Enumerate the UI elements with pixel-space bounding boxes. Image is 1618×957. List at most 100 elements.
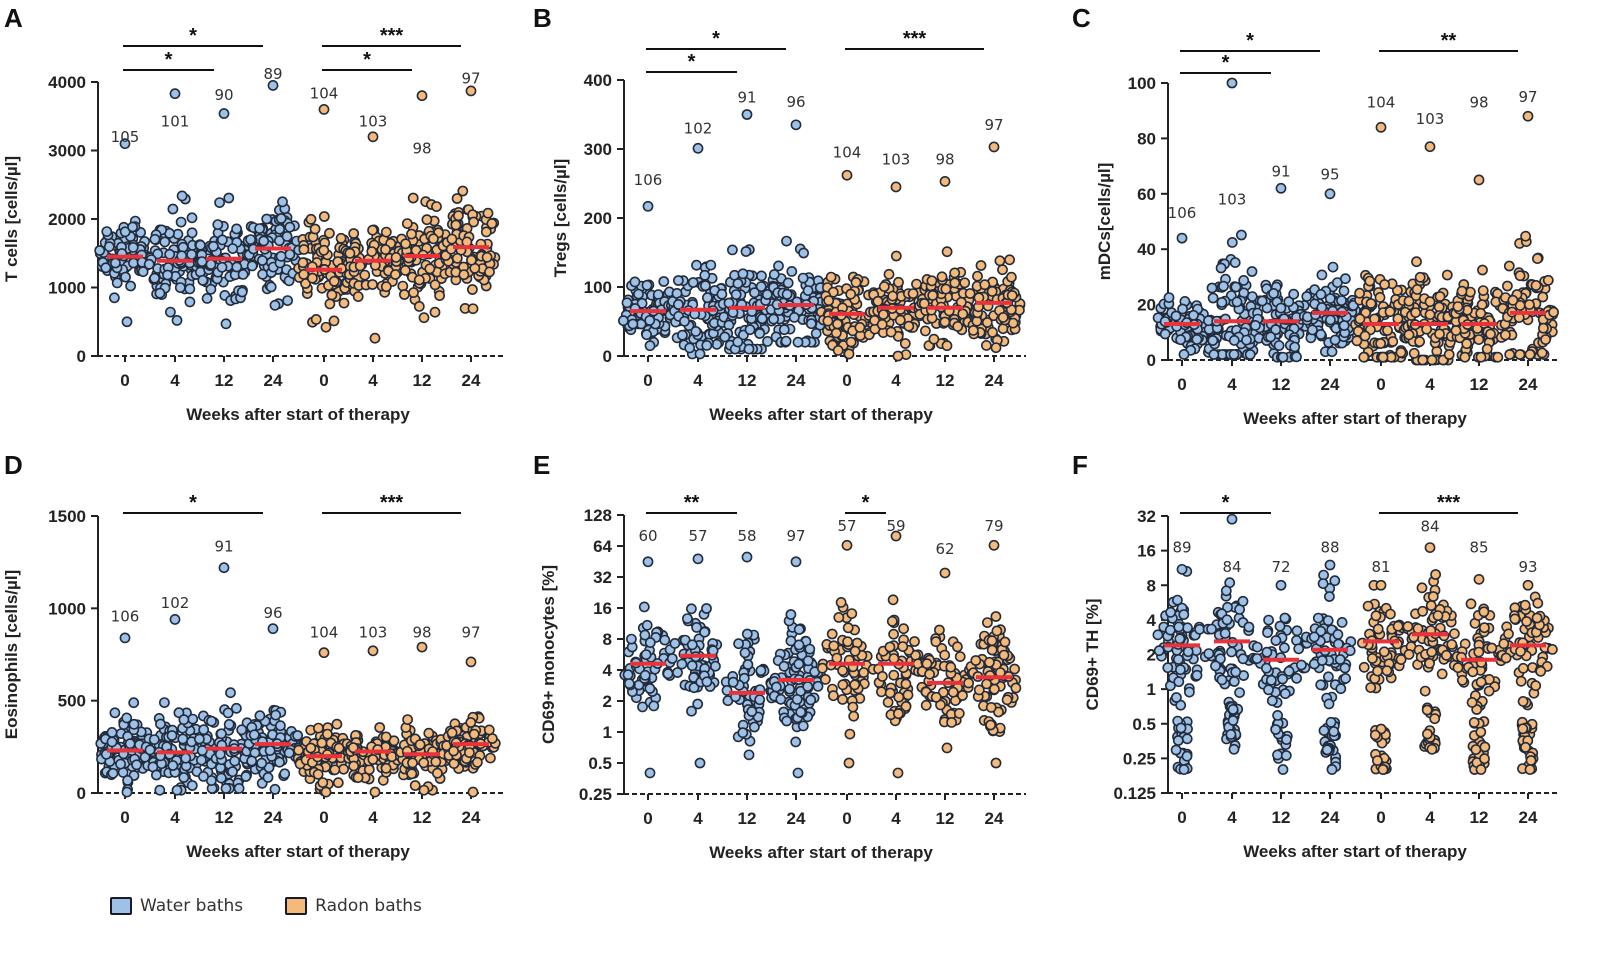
- data-point: [1006, 290, 1018, 301]
- y-tick-label: 2: [603, 692, 612, 711]
- series-radon-week-12: [1448, 174, 1509, 363]
- data-point: [1457, 674, 1468, 686]
- data-point-max: [1176, 232, 1188, 244]
- data-point: [264, 745, 276, 756]
- data-point: [954, 651, 966, 662]
- n-label: 102: [684, 119, 713, 137]
- x-axis-title: Weeks after start of therapy: [1243, 409, 1467, 428]
- data-point: [309, 223, 321, 235]
- data-point: [1006, 271, 1017, 283]
- y-axis-title: CD69+ TH [%]: [1083, 599, 1102, 711]
- series-radon-week-24: [963, 539, 1022, 769]
- data-point: [352, 772, 364, 783]
- data-point: [184, 296, 196, 308]
- data-point: [424, 263, 436, 275]
- data-point: [198, 724, 210, 736]
- data-point: [481, 251, 493, 263]
- data-point: [240, 771, 252, 782]
- data-point: [1177, 303, 1188, 315]
- n-label: 98: [412, 623, 431, 641]
- data-point: [754, 694, 766, 706]
- data-point: [882, 696, 894, 708]
- data-point: [982, 617, 993, 628]
- series-radon-week-0: [817, 539, 873, 769]
- data-point: [1517, 723, 1529, 735]
- data-point: [907, 288, 919, 299]
- y-tick-label: 100: [1128, 74, 1156, 93]
- x-axis-title: Weeks after start of therapy: [186, 842, 410, 861]
- data-point: [480, 226, 492, 238]
- data-point: [256, 255, 268, 266]
- data-point: [1283, 296, 1295, 308]
- x-tick-label: 24: [264, 808, 283, 827]
- data-point: [1280, 750, 1292, 761]
- data-point: [248, 729, 260, 741]
- data-point: [1485, 328, 1496, 340]
- data-point-min: [1228, 743, 1240, 755]
- data-point: [883, 268, 895, 280]
- data-point-max: [218, 562, 230, 574]
- data-point: [1206, 282, 1218, 294]
- data-point: [761, 289, 773, 300]
- x-tick-label: 24: [985, 809, 1004, 828]
- data-point: [483, 724, 495, 736]
- data-point: [1263, 684, 1274, 696]
- data-point: [939, 649, 951, 661]
- n-label: 72: [1271, 558, 1290, 576]
- data-point: [705, 259, 717, 271]
- data-point: [148, 734, 160, 745]
- data-point: [158, 697, 170, 708]
- n-label: 60: [638, 527, 657, 545]
- data-point: [1354, 287, 1365, 299]
- data-point-min: [892, 350, 904, 362]
- data-point: [1473, 646, 1485, 658]
- data-point: [1340, 273, 1351, 285]
- data-point: [174, 282, 186, 293]
- data-point: [909, 636, 920, 647]
- n-label: 104: [1367, 93, 1396, 111]
- data-point: [277, 196, 288, 208]
- x-tick-label: 24: [462, 808, 481, 827]
- series-radon-week-24: [440, 85, 501, 315]
- data-point: [997, 311, 1009, 323]
- significance-label: ***: [903, 28, 927, 50]
- data-point: [227, 766, 238, 778]
- data-point-max: [692, 553, 704, 565]
- data-point: [1498, 638, 1510, 650]
- data-point: [1384, 306, 1396, 318]
- data-point-max: [1424, 141, 1436, 153]
- data-point: [225, 687, 236, 699]
- data-point: [1419, 685, 1431, 697]
- x-tick-label: 4: [1227, 808, 1237, 827]
- data-point: [1392, 620, 1404, 632]
- data-point: [627, 318, 639, 330]
- data-point-min: [1524, 764, 1536, 775]
- data-point: [987, 326, 998, 338]
- series-radon-week-24: [1498, 579, 1558, 775]
- data-point-min: [1475, 764, 1487, 775]
- data-point: [985, 719, 996, 731]
- data-point-max: [1375, 121, 1387, 133]
- series-radon-week-4: [1402, 542, 1460, 755]
- data-point: [119, 226, 131, 238]
- data-point: [471, 756, 483, 768]
- data-point: [1367, 653, 1378, 664]
- data-point: [463, 747, 475, 758]
- n-label: 106: [1168, 204, 1197, 222]
- data-point: [1540, 334, 1551, 345]
- data-point-max: [367, 131, 379, 143]
- data-point-max: [1176, 563, 1188, 575]
- data-point: [716, 288, 728, 300]
- data-point: [1317, 578, 1329, 589]
- data-point: [893, 276, 904, 288]
- data-point: [466, 284, 478, 295]
- data-point: [310, 313, 322, 325]
- data-point: [1370, 610, 1382, 622]
- data-point: [1535, 665, 1547, 677]
- series-radon-week-24: [441, 656, 501, 798]
- data-point: [1335, 683, 1347, 695]
- data-point: [150, 769, 162, 781]
- data-point: [1279, 642, 1290, 654]
- data-point: [407, 192, 419, 204]
- x-tick-label: 0: [842, 371, 851, 390]
